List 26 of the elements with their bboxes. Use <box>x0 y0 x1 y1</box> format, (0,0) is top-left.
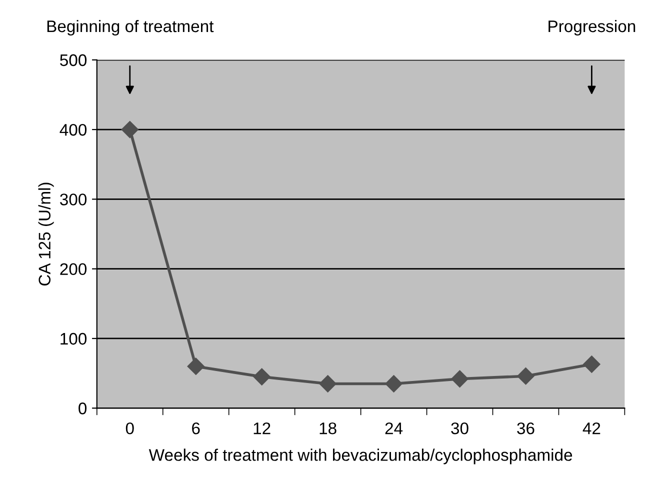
point <box>187 358 204 375</box>
y-tick-label: 200 <box>60 263 87 276</box>
point <box>319 375 336 392</box>
point <box>121 120 138 138</box>
point <box>451 370 468 388</box>
point <box>253 368 270 386</box>
y-tick-label: 100 <box>60 332 87 345</box>
point <box>583 356 600 373</box>
x-tick-label: 12 <box>254 422 270 434</box>
y-tick-label: 500 <box>60 54 87 66</box>
x-tick-label: 6 <box>192 422 200 434</box>
y-axis-title: CA 125 (U/ml) <box>38 182 54 286</box>
y-tick-label: 0 <box>78 402 87 414</box>
x-tick-label: 24 <box>385 422 403 434</box>
x-tick-label: 30 <box>451 422 468 434</box>
x-tick-label: 0 <box>126 422 134 434</box>
point <box>517 368 534 385</box>
x-axis-title: Weeks of treatment with bevacizumab/cyclophosphamide <box>148 448 572 464</box>
text: Progression <box>548 20 636 36</box>
point <box>385 375 402 392</box>
x-tick-label: 42 <box>582 422 600 434</box>
x-tick-label: 18 <box>320 422 336 434</box>
y-tick-label: 400 <box>60 124 87 136</box>
text: Beginning of treatment <box>47 20 214 36</box>
y-tick-label: 300 <box>60 194 87 206</box>
x-tick-label: 36 <box>517 422 534 434</box>
